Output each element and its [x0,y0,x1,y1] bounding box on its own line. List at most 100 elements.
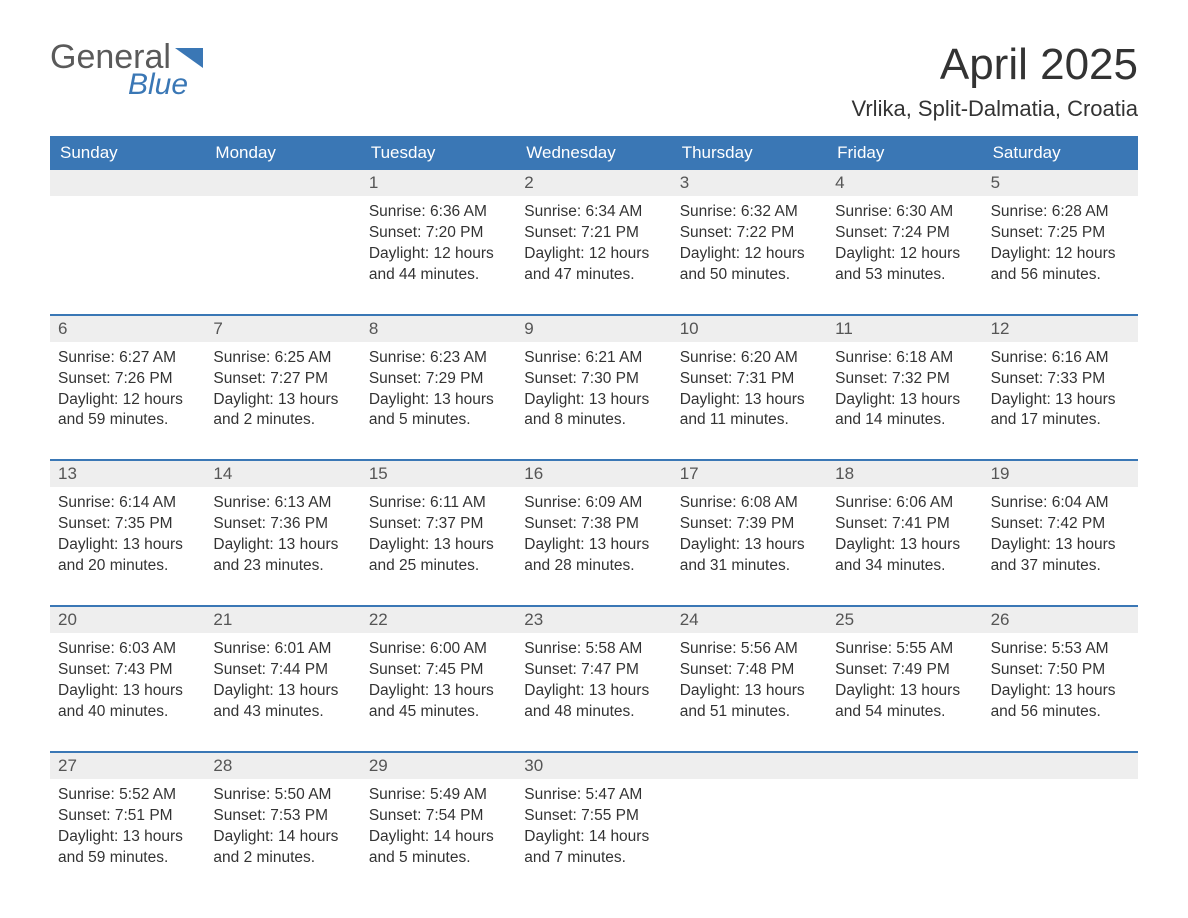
daylight-text: Daylight: 13 hours and 37 minutes. [991,535,1130,577]
daylight-text: Daylight: 13 hours and 43 minutes. [213,681,352,723]
daylight-text: Daylight: 13 hours and 14 minutes. [835,390,974,432]
day-number: 25 [827,607,982,633]
sunset-text: Sunset: 7:33 PM [991,369,1130,390]
sunset-text: Sunset: 7:35 PM [58,514,197,535]
sunset-text: Sunset: 7:21 PM [524,223,663,244]
day-details: Sunrise: 6:36 AMSunset: 7:20 PMDaylight:… [361,196,516,296]
sunset-text: Sunset: 7:55 PM [524,806,663,827]
header: General Blue April 2025 Vrlika, Split-Da… [50,40,1138,122]
daylight-text: Daylight: 13 hours and 51 minutes. [680,681,819,723]
day-cell: 6Sunrise: 6:27 AMSunset: 7:26 PMDaylight… [50,316,205,442]
day-cell: 19Sunrise: 6:04 AMSunset: 7:42 PMDayligh… [983,461,1138,587]
day-cell: 5Sunrise: 6:28 AMSunset: 7:25 PMDaylight… [983,170,1138,296]
daylight-text: Daylight: 12 hours and 44 minutes. [369,244,508,286]
sunrise-text: Sunrise: 6:06 AM [835,493,974,514]
week-row: 13Sunrise: 6:14 AMSunset: 7:35 PMDayligh… [50,459,1138,587]
daylight-text: Daylight: 13 hours and 56 minutes. [991,681,1130,723]
day-details: Sunrise: 6:21 AMSunset: 7:30 PMDaylight:… [516,342,671,442]
day-cell: 3Sunrise: 6:32 AMSunset: 7:22 PMDaylight… [672,170,827,296]
sunrise-text: Sunrise: 6:34 AM [524,202,663,223]
daylight-text: Daylight: 13 hours and 40 minutes. [58,681,197,723]
daylight-text: Daylight: 13 hours and 17 minutes. [991,390,1130,432]
day-details: Sunrise: 6:00 AMSunset: 7:45 PMDaylight:… [361,633,516,733]
day-cell: 9Sunrise: 6:21 AMSunset: 7:30 PMDaylight… [516,316,671,442]
brand-logo: General Blue [50,40,203,100]
sunrise-text: Sunrise: 6:13 AM [213,493,352,514]
day-details: Sunrise: 6:18 AMSunset: 7:32 PMDaylight:… [827,342,982,442]
sunset-text: Sunset: 7:24 PM [835,223,974,244]
day-cell: 28Sunrise: 5:50 AMSunset: 7:53 PMDayligh… [205,753,360,879]
day-number: 16 [516,461,671,487]
day-number: 22 [361,607,516,633]
day-number: 5 [983,170,1138,196]
day-cell [205,170,360,296]
daylight-text: Daylight: 12 hours and 53 minutes. [835,244,974,286]
day-details: Sunrise: 6:13 AMSunset: 7:36 PMDaylight:… [205,487,360,587]
sunrise-text: Sunrise: 6:09 AM [524,493,663,514]
daylight-text: Daylight: 12 hours and 56 minutes. [991,244,1130,286]
daylight-text: Daylight: 13 hours and 45 minutes. [369,681,508,723]
day-details: Sunrise: 6:14 AMSunset: 7:35 PMDaylight:… [50,487,205,587]
day-cell: 17Sunrise: 6:08 AMSunset: 7:39 PMDayligh… [672,461,827,587]
sunset-text: Sunset: 7:37 PM [369,514,508,535]
sunset-text: Sunset: 7:50 PM [991,660,1130,681]
day-cell [983,753,1138,879]
day-details: Sunrise: 6:23 AMSunset: 7:29 PMDaylight:… [361,342,516,442]
sunrise-text: Sunrise: 6:36 AM [369,202,508,223]
dow-cell: Sunday [50,136,205,170]
day-cell: 10Sunrise: 6:20 AMSunset: 7:31 PMDayligh… [672,316,827,442]
sunrise-text: Sunrise: 6:00 AM [369,639,508,660]
day-cell: 4Sunrise: 6:30 AMSunset: 7:24 PMDaylight… [827,170,982,296]
flag-icon [175,40,203,60]
sunset-text: Sunset: 7:48 PM [680,660,819,681]
weeks-container: 1Sunrise: 6:36 AMSunset: 7:20 PMDaylight… [50,170,1138,878]
dow-cell: Tuesday [361,136,516,170]
day-number: 28 [205,753,360,779]
week-row: 27Sunrise: 5:52 AMSunset: 7:51 PMDayligh… [50,751,1138,879]
sunset-text: Sunset: 7:22 PM [680,223,819,244]
sunset-text: Sunset: 7:32 PM [835,369,974,390]
location-subtitle: Vrlika, Split-Dalmatia, Croatia [852,96,1139,122]
day-details: Sunrise: 6:20 AMSunset: 7:31 PMDaylight:… [672,342,827,442]
daylight-text: Daylight: 13 hours and 59 minutes. [58,827,197,869]
sunset-text: Sunset: 7:20 PM [369,223,508,244]
sunset-text: Sunset: 7:30 PM [524,369,663,390]
day-cell: 27Sunrise: 5:52 AMSunset: 7:51 PMDayligh… [50,753,205,879]
day-number: 4 [827,170,982,196]
sunrise-text: Sunrise: 6:04 AM [991,493,1130,514]
day-cell: 22Sunrise: 6:00 AMSunset: 7:45 PMDayligh… [361,607,516,733]
day-number: 9 [516,316,671,342]
daylight-text: Daylight: 13 hours and 20 minutes. [58,535,197,577]
day-cell: 24Sunrise: 5:56 AMSunset: 7:48 PMDayligh… [672,607,827,733]
sunrise-text: Sunrise: 6:20 AM [680,348,819,369]
day-details: Sunrise: 5:47 AMSunset: 7:55 PMDaylight:… [516,779,671,879]
sunrise-text: Sunrise: 6:23 AM [369,348,508,369]
day-cell: 30Sunrise: 5:47 AMSunset: 7:55 PMDayligh… [516,753,671,879]
sunset-text: Sunset: 7:42 PM [991,514,1130,535]
day-cell: 18Sunrise: 6:06 AMSunset: 7:41 PMDayligh… [827,461,982,587]
day-cell: 8Sunrise: 6:23 AMSunset: 7:29 PMDaylight… [361,316,516,442]
daylight-text: Daylight: 13 hours and 23 minutes. [213,535,352,577]
day-number: 27 [50,753,205,779]
day-number: 3 [672,170,827,196]
day-number: 24 [672,607,827,633]
day-details: Sunrise: 5:56 AMSunset: 7:48 PMDaylight:… [672,633,827,733]
sunrise-text: Sunrise: 6:14 AM [58,493,197,514]
day-number: 1 [361,170,516,196]
day-details: Sunrise: 6:30 AMSunset: 7:24 PMDaylight:… [827,196,982,296]
sunset-text: Sunset: 7:51 PM [58,806,197,827]
day-cell: 29Sunrise: 5:49 AMSunset: 7:54 PMDayligh… [361,753,516,879]
dow-cell: Monday [205,136,360,170]
day-cell: 7Sunrise: 6:25 AMSunset: 7:27 PMDaylight… [205,316,360,442]
day-number: 21 [205,607,360,633]
sunset-text: Sunset: 7:49 PM [835,660,974,681]
day-number: 8 [361,316,516,342]
day-cell: 14Sunrise: 6:13 AMSunset: 7:36 PMDayligh… [205,461,360,587]
daylight-text: Daylight: 13 hours and 34 minutes. [835,535,974,577]
daylight-text: Daylight: 14 hours and 7 minutes. [524,827,663,869]
week-row: 20Sunrise: 6:03 AMSunset: 7:43 PMDayligh… [50,605,1138,733]
sunrise-text: Sunrise: 6:25 AM [213,348,352,369]
daylight-text: Daylight: 13 hours and 54 minutes. [835,681,974,723]
sunrise-text: Sunrise: 6:30 AM [835,202,974,223]
day-number [50,170,205,196]
